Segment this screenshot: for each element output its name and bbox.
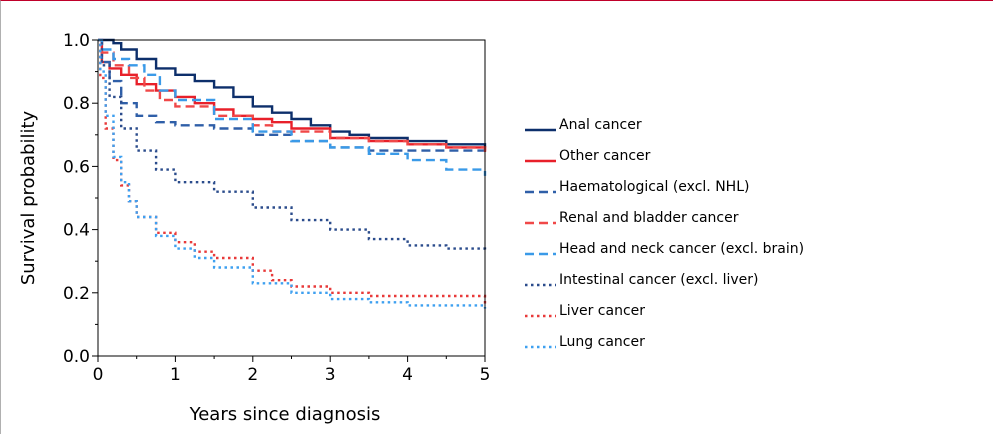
y-tick-label: 0.4 [63,221,90,241]
legend-label: Liver cancer [559,303,645,319]
legend-label: Haematological (excl. NHL) [559,179,749,195]
axes: 0.0 0.2 0.4 0.6 0.8 1.0 0 1 2 3 4 5 [63,31,490,385]
legend-label: Other cancer [559,148,651,164]
y-axis-label: Survival probability [18,110,39,285]
legend-label: Intestinal cancer (excl. liver) [559,272,759,288]
series-line-5 [98,38,487,176]
series-line-6 [98,38,487,252]
y-tick-label: 0.0 [63,347,90,367]
y-tick-label: 1.0 [63,31,90,51]
x-tick-label: 2 [247,365,258,385]
x-tick-label: 4 [402,365,413,385]
legend-label: Renal and bladder cancer [559,210,739,226]
x-tick-label: 3 [325,365,336,385]
series-line-8 [98,38,487,309]
legend-label: Anal cancer [559,117,642,133]
series-line-7 [98,38,487,306]
x-tick-label: 1 [170,365,181,385]
legend-label: Lung cancer [559,334,645,350]
y-tick-label: 0.8 [63,94,90,114]
x-tick-label: 5 [480,365,491,385]
series-line-4 [98,38,487,154]
legend: Anal cancer Other cancer Haematological (e… [525,117,804,350]
series-lines [98,38,487,309]
legend-label: Head and neck cancer (excl. brain) [559,241,804,257]
y-tick-label: 0.2 [63,284,90,304]
x-tick-label: 0 [93,365,104,385]
y-tick-label: 0.6 [63,157,90,177]
x-axis-label: Years since diagnosis [189,404,381,425]
